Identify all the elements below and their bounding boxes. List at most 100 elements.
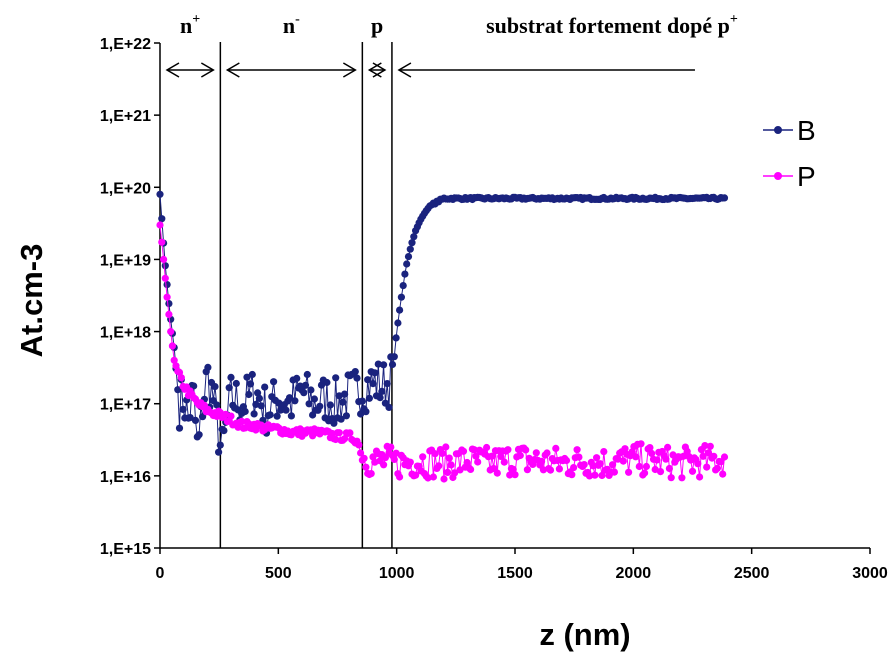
point-P [459,447,468,455]
point-P [596,460,604,468]
point-P [713,464,722,472]
point-B [291,397,299,405]
point-B [332,374,340,382]
point-B [339,398,347,406]
arrow-head-right [372,62,387,78]
point-B [330,419,338,427]
point-P [667,474,675,482]
point-B [232,379,240,388]
point-P [160,255,168,263]
x-tick-label: 500 [265,565,292,582]
point-P [445,454,453,462]
point-P [470,446,478,454]
point-B [270,378,278,386]
region-annotations: n+ n-p substrat fortement dopé p+ [165,12,738,78]
point-P [619,457,627,465]
point-B [323,378,331,387]
point-P [442,443,450,451]
y-tick-label: 1,E+17 [100,397,151,414]
point-B [378,387,386,395]
region-label-sup: - [295,12,300,27]
point-B [204,363,212,371]
x-tick-label: 2000 [616,565,652,582]
point-B [362,408,370,416]
point-B [371,369,379,377]
point-P [357,449,365,457]
point-B [374,360,382,368]
point-P [474,458,482,466]
point-P [165,310,173,318]
point-B [261,383,269,391]
point-P [609,461,617,469]
point-P [429,473,437,481]
point-P [593,454,601,462]
point-P [610,468,619,476]
point-B [365,394,373,402]
point-B [243,373,251,381]
x-tick-label: 3000 [852,565,888,582]
point-P [522,446,530,454]
point-B [380,361,388,369]
point-B [195,431,203,439]
point-P [362,463,370,471]
point-P [341,435,349,443]
point-P [238,417,246,425]
point-B [216,441,224,449]
point-P [451,469,459,477]
point-P [621,445,629,453]
point-P [642,462,651,471]
y-tick-label: 1,E+15 [100,541,151,558]
point-B [351,368,359,376]
point-P [511,471,519,479]
point-P [504,446,512,454]
point-B [720,194,729,202]
point-B [385,403,393,411]
point-B [266,411,274,419]
x-tick-label: 1000 [379,565,415,582]
point-P [719,470,727,478]
point-B [165,300,173,308]
y-tick-label: 1,E+21 [100,108,151,125]
point-P [532,449,540,457]
point-B [158,215,166,223]
point-B [403,260,411,268]
point-B [227,373,235,381]
point-B [161,262,169,270]
point-P [694,460,702,468]
point-P [167,328,175,336]
point-B [211,383,219,391]
point-B [300,389,308,397]
point-P [573,446,581,454]
point-P [493,469,501,477]
point-P [637,440,645,448]
x-tick-label: 1500 [497,565,533,582]
y-tick-label: 1,E+22 [100,36,151,53]
point-B [353,374,361,382]
point-P [664,443,672,451]
point-P [472,452,480,460]
point-P [387,443,395,451]
point-B [408,239,416,247]
point-B [396,306,404,314]
point-P [678,474,686,482]
point-B [286,394,294,402]
point-B [394,319,402,327]
point-B [225,384,233,392]
point-P [396,473,404,481]
point-P [653,456,661,464]
point-B [390,353,398,361]
region-label-sup: + [730,12,738,27]
point-P [163,293,171,301]
point-P [447,461,455,469]
point-B [406,245,414,253]
point-P [177,374,185,382]
point-B [392,334,400,342]
region-label: n+ [180,12,200,38]
point-P [568,471,576,479]
point-P [720,453,729,461]
point-B [399,282,407,290]
data-series [156,190,729,483]
series-B [156,190,729,456]
point-B [191,416,200,424]
point-P [641,469,649,477]
